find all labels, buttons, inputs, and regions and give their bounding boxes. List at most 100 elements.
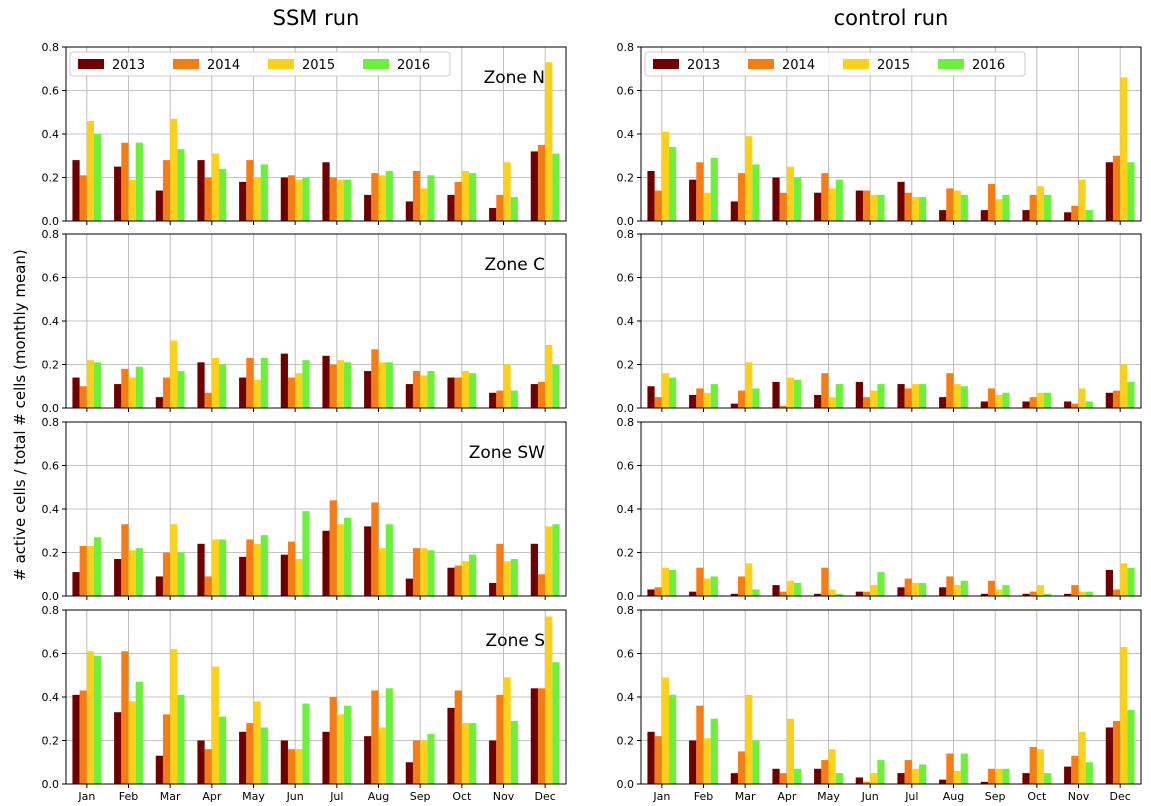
panel-ssm-2-bar-2016 <box>510 390 518 408</box>
panel-control-1-bar-2013 <box>689 179 697 221</box>
panel-ssm-1-bar-2013 <box>364 194 372 221</box>
panel-ssm-2-bar-2016 <box>552 364 560 408</box>
panel-control-3-bar-2015 <box>870 585 878 596</box>
panel-ssm-4-bar-2015 <box>128 701 136 784</box>
panel-ssm-4-bar-2014 <box>204 749 212 784</box>
panel-ssm-2-bar-2014 <box>454 377 462 408</box>
panel-ssm-3-bar-2014 <box>204 576 212 596</box>
panel-control-3-ytick-label: 0.2 <box>617 547 635 560</box>
panel-ssm-3-bar-2015 <box>253 543 261 596</box>
panel-control-1-bar-2016 <box>794 177 802 221</box>
panel-control-2-bar-2015 <box>1078 388 1086 408</box>
panel-ssm-1-bar-2016 <box>94 134 102 221</box>
panel-control-3-bar-2016 <box>919 582 927 596</box>
panel-control-3-ytick-label: 0.6 <box>617 460 635 473</box>
panel-ssm-3-bar-2015 <box>86 545 95 596</box>
panel-ssm-3-bar-2014 <box>412 548 421 596</box>
panel-ssm-1-bar-2013 <box>197 160 205 221</box>
panel-ssm-3-bar-2016 <box>510 559 518 596</box>
panel-control-3-bar-2013 <box>730 593 738 596</box>
panel-control-2-bar-2016 <box>835 384 843 408</box>
panel-control-3-bar-2016 <box>835 593 843 596</box>
panel-control-1-legend-swatch-2016 <box>938 59 964 69</box>
panel-ssm-3-bar-2016 <box>219 539 227 596</box>
panel-control-1-ytick-label: 0.6 <box>617 85 635 98</box>
panel-ssm-1-bar-2016 <box>385 170 393 221</box>
panel-ssm-4-bar-2016 <box>510 720 518 784</box>
panel-ssm-1-bar-2015 <box>461 170 470 221</box>
panel-ssm-2-bar-2016 <box>135 366 143 408</box>
panel-control-1-bar-2015 <box>828 188 836 221</box>
panel-ssm-1-legend-label-2013: 2013 <box>112 58 145 73</box>
panel-control-4-bar-2013 <box>939 779 947 784</box>
panel-ssm-3-bar-2014 <box>329 500 337 596</box>
panel-control-3-bar-2016 <box>669 569 677 596</box>
panel-control-1-bar-2015 <box>870 194 878 221</box>
panel-ssm-3-ytick-label: 0.8 <box>42 416 60 429</box>
panel-control-3-bar-2014 <box>779 591 787 596</box>
panel-ssm-3-bar-2014 <box>79 545 87 596</box>
panel-control-1-legend-swatch-2013 <box>653 59 679 69</box>
panel-control-4-xtick-label: Apr <box>777 790 797 803</box>
panel-ssm-4-ytick-label: 0.4 <box>42 691 60 704</box>
panel-control-3-bar-2014 <box>1029 591 1037 596</box>
panel-ssm-1-zone-label: Zone N <box>484 68 545 88</box>
panel-ssm-1-ytick-label: 0.0 <box>42 215 60 228</box>
panel-control-4-bar-2016 <box>919 764 927 784</box>
panel-ssm-4-bar-2014 <box>79 690 87 784</box>
panel-control-4-bar-2013 <box>980 781 988 784</box>
panel-control-4-xtick-label: Dec <box>1110 790 1131 803</box>
panel-ssm-2-bar-2014 <box>121 368 129 408</box>
panel-ssm-4-bar-2014 <box>496 694 504 784</box>
panel-ssm-1-legend-swatch-2014 <box>173 59 199 69</box>
panel-control-2-bar-2015 <box>911 384 920 408</box>
panel-control-4-bar-2014 <box>654 736 662 784</box>
panel-ssm-3-bar-2013 <box>364 526 372 596</box>
panel-control-2-bar-2014 <box>862 397 871 408</box>
panel-control-1-ytick-label: 0.2 <box>617 172 635 185</box>
panel-control-1-bar-2013 <box>980 210 988 221</box>
panel-ssm-1-bar-2015 <box>336 179 345 221</box>
panel-ssm-1-bar-2013 <box>72 160 80 221</box>
panel-control-3-bar-2015 <box>1036 585 1045 596</box>
panel-ssm-3-bar-2013 <box>530 543 538 596</box>
panel-ssm-4-bar-2016 <box>385 688 393 784</box>
panel-ssm-1-bar-2016 <box>177 149 185 221</box>
panel-control-1-bar-2016 <box>1085 210 1093 221</box>
panel-ssm-2-ytick-label: 0.4 <box>42 315 60 328</box>
panel-control-1-bar-2016 <box>1044 194 1052 221</box>
panel-ssm-4-bar-2016 <box>552 662 560 784</box>
panel-ssm-3-bar-2013 <box>280 554 288 596</box>
panel-ssm-1-bar-2014 <box>79 175 87 221</box>
panel-control-3-bar-2014 <box>987 580 996 596</box>
panel-ssm-3-bar-2013 <box>489 582 497 596</box>
panel-ssm-2-bar-2013 <box>322 355 330 408</box>
panel-ssm-3-bar-2015 <box>420 548 428 596</box>
panel-ssm-2-bar-2015 <box>461 371 470 408</box>
panel-ssm-3-bar-2014 <box>496 543 504 596</box>
panel-control-4-bar-2016 <box>960 753 968 784</box>
panel-ssm-1-bar-2014 <box>162 160 171 221</box>
panel-control-2-bar-2016 <box>1044 392 1052 408</box>
panel-control-2-bar-2013 <box>772 381 780 408</box>
panel-ssm-4-bar-2016 <box>344 705 352 784</box>
panel-control-3-bar-2014 <box>696 567 704 596</box>
panel-control-2-ytick-label: 0.2 <box>617 359 635 372</box>
panel-ssm-3-bar-2015 <box>378 548 386 596</box>
panel-ssm-1-bar-2014 <box>496 194 504 221</box>
panel-control-3-bar-2013 <box>939 587 947 596</box>
panel-ssm-2-bar-2015 <box>420 375 428 408</box>
panel-control-2-bar-2014 <box>1112 390 1121 408</box>
panel-ssm-2-ytick-label: 0.8 <box>42 228 60 241</box>
panel-ssm-4-bar-2016 <box>427 733 435 784</box>
panel-control-1-bar-2016 <box>669 147 677 221</box>
panel-control-3-bar-2015 <box>1078 591 1086 596</box>
panel-ssm-3-bar-2015 <box>336 524 345 596</box>
panel-ssm-1-legend-swatch-2015 <box>268 59 294 69</box>
panel-control-2-bar-2016 <box>710 384 718 408</box>
panel-ssm-1-bar-2015 <box>503 162 511 221</box>
panel-ssm-1-bar-2015 <box>420 188 428 221</box>
panel-control-4-bar-2013 <box>730 773 738 784</box>
panel-ssm-3-ytick-label: 0.0 <box>42 590 60 603</box>
panel-control-1-bar-2016 <box>835 179 843 221</box>
